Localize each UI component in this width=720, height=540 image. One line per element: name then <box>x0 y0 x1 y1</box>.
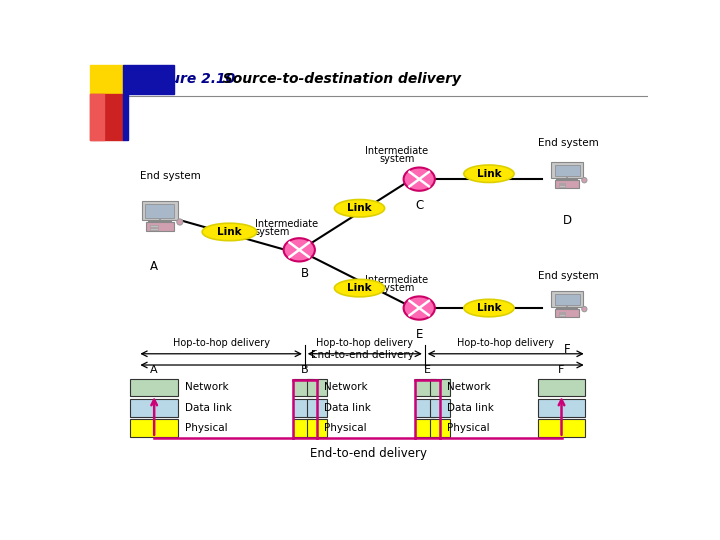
Text: system: system <box>379 282 415 293</box>
Bar <box>559 314 565 316</box>
Bar <box>90 65 124 94</box>
Bar <box>555 309 579 317</box>
Bar <box>430 399 450 416</box>
Bar <box>430 379 450 396</box>
Bar <box>559 312 565 313</box>
Bar <box>142 201 178 220</box>
Text: Intermediate: Intermediate <box>255 219 318 229</box>
Bar <box>555 180 579 188</box>
Bar <box>124 65 174 94</box>
Text: E: E <box>415 328 423 341</box>
Text: Physical: Physical <box>184 423 228 433</box>
Bar <box>145 222 174 231</box>
Bar <box>292 399 312 416</box>
Bar <box>415 379 436 396</box>
Bar <box>552 291 582 307</box>
Bar <box>130 420 178 437</box>
Bar <box>430 420 450 437</box>
Bar <box>415 399 436 416</box>
Text: End system: End system <box>538 138 598 148</box>
Text: Physical: Physical <box>446 423 489 433</box>
Text: system: system <box>255 226 290 237</box>
Text: B: B <box>301 364 309 375</box>
Text: Link: Link <box>347 203 372 213</box>
Bar <box>559 183 565 184</box>
Bar <box>538 420 585 437</box>
Text: Link: Link <box>217 227 242 237</box>
Text: End-to-end delivery: End-to-end delivery <box>310 447 428 460</box>
Text: End system: End system <box>140 171 201 181</box>
Text: F: F <box>558 364 564 375</box>
Bar <box>90 94 124 140</box>
Bar <box>292 379 312 396</box>
Text: F: F <box>564 343 570 356</box>
Ellipse shape <box>334 279 384 297</box>
Text: B: B <box>301 267 309 280</box>
Bar <box>554 294 580 305</box>
Text: Intermediate: Intermediate <box>365 146 428 156</box>
Bar <box>145 204 174 218</box>
Bar <box>307 399 327 416</box>
Text: Network: Network <box>446 382 490 393</box>
Ellipse shape <box>334 199 384 217</box>
Ellipse shape <box>582 306 587 312</box>
Bar <box>150 228 158 230</box>
Ellipse shape <box>582 178 587 183</box>
Text: Hop-to-hop delivery: Hop-to-hop delivery <box>173 339 269 348</box>
Text: Network: Network <box>324 382 367 393</box>
Text: End system: End system <box>538 271 598 281</box>
Ellipse shape <box>177 219 183 225</box>
Text: system: system <box>379 154 415 164</box>
Text: Link: Link <box>477 168 501 179</box>
Circle shape <box>284 238 315 261</box>
Bar <box>150 225 158 227</box>
Bar <box>538 379 585 396</box>
Bar <box>130 379 178 396</box>
Text: Data link: Data link <box>324 403 371 413</box>
Bar <box>307 379 327 396</box>
Ellipse shape <box>464 299 514 317</box>
Bar <box>415 420 436 437</box>
Text: D: D <box>562 214 572 227</box>
Bar <box>292 420 312 437</box>
Text: Link: Link <box>477 303 501 313</box>
Text: A: A <box>150 364 158 375</box>
Text: E: E <box>424 364 431 375</box>
Bar <box>130 399 178 416</box>
Text: Hop-to-hop delivery: Hop-to-hop delivery <box>316 339 413 348</box>
Text: Data link: Data link <box>184 403 231 413</box>
Bar <box>90 94 104 140</box>
Text: Source-to-destination delivery: Source-to-destination delivery <box>213 72 461 86</box>
Bar <box>554 165 580 177</box>
Bar <box>307 420 327 437</box>
Bar <box>538 399 585 416</box>
Bar <box>552 162 582 178</box>
Text: Physical: Physical <box>324 423 366 433</box>
Text: Intermediate: Intermediate <box>365 275 428 285</box>
Text: A: A <box>150 260 158 273</box>
Text: Figure 2.10: Figure 2.10 <box>145 72 235 86</box>
Text: Data link: Data link <box>446 403 493 413</box>
Text: Hop-to-hop delivery: Hop-to-hop delivery <box>457 339 554 348</box>
Bar <box>559 185 565 187</box>
Ellipse shape <box>464 165 514 183</box>
Circle shape <box>404 296 435 320</box>
Ellipse shape <box>202 223 257 241</box>
Text: Network: Network <box>184 382 228 393</box>
Text: C: C <box>415 199 423 212</box>
Text: Link: Link <box>347 283 372 293</box>
Text: End-to-end delivery: End-to-end delivery <box>310 349 413 360</box>
Bar <box>124 94 128 140</box>
Circle shape <box>404 167 435 191</box>
